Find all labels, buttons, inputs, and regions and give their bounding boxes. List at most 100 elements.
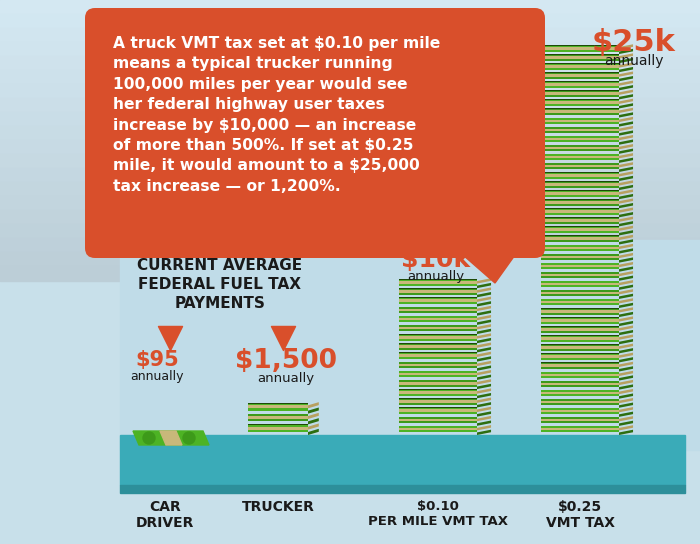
Polygon shape bbox=[619, 393, 633, 399]
Polygon shape bbox=[477, 361, 491, 366]
Polygon shape bbox=[619, 253, 633, 258]
Bar bbox=[399, 426, 477, 432]
Point bbox=[164, 333, 176, 342]
Bar bbox=[541, 110, 619, 113]
Bar bbox=[0, 238, 700, 252]
Bar bbox=[541, 347, 619, 349]
Bar bbox=[541, 181, 619, 188]
Bar bbox=[541, 217, 619, 224]
Text: annually: annually bbox=[258, 372, 314, 385]
Text: TRUCKER: TRUCKER bbox=[241, 500, 314, 514]
Polygon shape bbox=[619, 117, 633, 122]
Bar bbox=[399, 336, 477, 339]
Text: A truck VMT tax set at $0.10 per mile
means a typical trucker running
100,000 mi: A truck VMT tax set at $0.10 per mile me… bbox=[113, 36, 440, 194]
Polygon shape bbox=[619, 421, 633, 426]
Polygon shape bbox=[619, 239, 633, 245]
Bar bbox=[541, 192, 619, 195]
Polygon shape bbox=[619, 298, 633, 304]
Bar bbox=[541, 174, 619, 176]
Circle shape bbox=[143, 432, 155, 444]
Polygon shape bbox=[619, 344, 633, 349]
Polygon shape bbox=[619, 53, 633, 59]
Bar bbox=[399, 380, 477, 387]
Bar bbox=[399, 391, 477, 394]
Bar bbox=[399, 362, 477, 368]
Bar bbox=[541, 128, 619, 131]
Bar bbox=[541, 335, 619, 342]
Bar bbox=[541, 165, 619, 168]
Text: annually: annually bbox=[604, 54, 664, 68]
Bar bbox=[399, 398, 477, 399]
Polygon shape bbox=[619, 307, 633, 313]
Polygon shape bbox=[477, 393, 491, 398]
Polygon shape bbox=[619, 389, 633, 394]
Polygon shape bbox=[619, 153, 633, 158]
Polygon shape bbox=[619, 348, 633, 354]
Bar bbox=[541, 45, 619, 52]
Bar bbox=[399, 428, 477, 430]
Bar bbox=[0, 266, 700, 281]
Bar bbox=[541, 65, 619, 67]
Bar bbox=[541, 308, 619, 314]
Polygon shape bbox=[619, 108, 633, 113]
Bar bbox=[248, 405, 308, 409]
Bar bbox=[541, 372, 619, 378]
Bar bbox=[399, 325, 477, 331]
Bar bbox=[541, 344, 619, 345]
Polygon shape bbox=[477, 416, 491, 421]
Bar bbox=[541, 56, 619, 59]
Bar bbox=[541, 390, 619, 396]
Bar bbox=[399, 407, 477, 414]
Bar bbox=[541, 201, 619, 203]
Bar bbox=[541, 354, 619, 360]
Polygon shape bbox=[619, 171, 633, 176]
Bar bbox=[541, 301, 619, 304]
Bar bbox=[0, 252, 700, 267]
Polygon shape bbox=[477, 370, 491, 375]
Polygon shape bbox=[308, 418, 318, 424]
Bar bbox=[399, 355, 477, 357]
Polygon shape bbox=[477, 356, 491, 362]
Bar bbox=[399, 316, 477, 322]
Polygon shape bbox=[619, 71, 633, 77]
Bar bbox=[541, 183, 619, 186]
Polygon shape bbox=[619, 76, 633, 81]
Polygon shape bbox=[619, 85, 633, 90]
Polygon shape bbox=[619, 303, 633, 308]
Polygon shape bbox=[477, 430, 491, 435]
Text: $0.25
VMT TAX: $0.25 VMT TAX bbox=[545, 500, 615, 530]
Bar bbox=[541, 337, 619, 340]
Bar bbox=[248, 403, 308, 411]
Bar bbox=[399, 308, 477, 311]
Polygon shape bbox=[619, 94, 633, 100]
Bar bbox=[541, 362, 619, 369]
Polygon shape bbox=[619, 49, 633, 54]
Bar bbox=[541, 208, 619, 215]
Bar bbox=[399, 407, 477, 408]
Bar bbox=[541, 100, 619, 106]
Polygon shape bbox=[619, 294, 633, 299]
Bar bbox=[541, 382, 619, 385]
Bar bbox=[399, 419, 477, 421]
Bar bbox=[541, 127, 619, 133]
Polygon shape bbox=[619, 371, 633, 376]
Polygon shape bbox=[619, 280, 633, 286]
Polygon shape bbox=[308, 402, 318, 409]
Bar bbox=[541, 226, 619, 227]
Bar bbox=[0, 168, 700, 182]
Bar bbox=[541, 228, 619, 231]
Bar bbox=[541, 83, 619, 86]
Bar bbox=[0, 126, 700, 140]
Polygon shape bbox=[619, 81, 633, 86]
Bar bbox=[120, 485, 685, 493]
Bar bbox=[248, 413, 308, 422]
Bar bbox=[541, 90, 619, 91]
Bar bbox=[541, 281, 619, 287]
Polygon shape bbox=[477, 311, 491, 316]
Polygon shape bbox=[619, 180, 633, 186]
Polygon shape bbox=[619, 289, 633, 294]
Bar bbox=[399, 281, 477, 283]
Circle shape bbox=[183, 432, 195, 444]
Bar bbox=[248, 424, 308, 432]
Bar bbox=[399, 400, 477, 403]
